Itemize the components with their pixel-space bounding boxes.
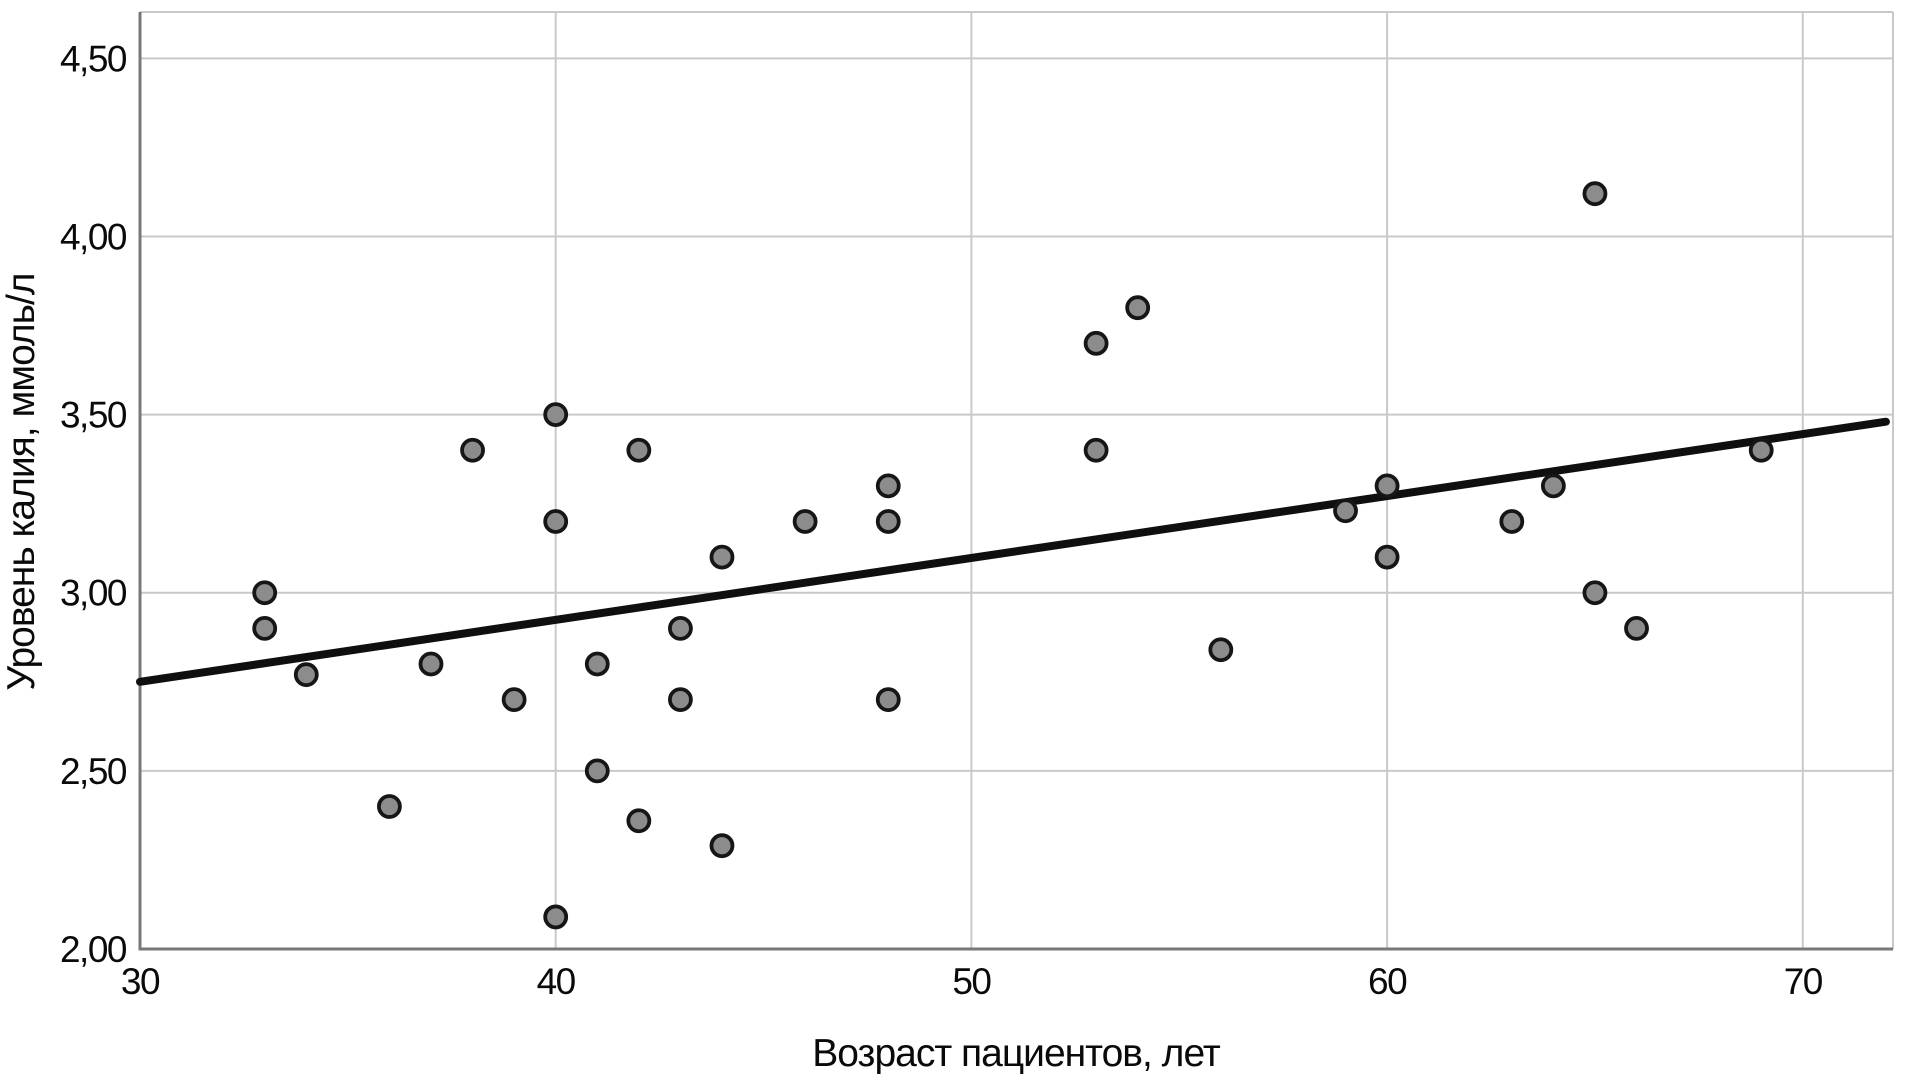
x-tick-label: 40 — [537, 961, 576, 1002]
x-tick-label: 50 — [952, 961, 991, 1002]
x-tick-label: 70 — [1784, 961, 1823, 1002]
data-point — [584, 758, 610, 784]
data-point — [1748, 437, 1774, 463]
data-point — [1624, 615, 1649, 641]
y-tick-label: 4,00 — [60, 216, 127, 257]
data-point — [709, 544, 735, 570]
data-point — [543, 904, 569, 930]
data-point — [1540, 473, 1566, 499]
data-point — [584, 651, 610, 677]
x-axis-tick-labels: 30 40 50 60 70 — [121, 961, 1824, 1002]
data-point — [501, 687, 527, 713]
data-point — [1499, 509, 1525, 534]
data-point — [1125, 295, 1151, 321]
data-point — [626, 808, 652, 834]
data-point — [1333, 498, 1358, 524]
x-axis-title: Возраст пациентов, лет — [812, 1032, 1221, 1075]
data-point — [460, 437, 485, 463]
data-point — [1582, 181, 1608, 207]
y-tick-label: 3,50 — [60, 395, 127, 436]
data-point — [709, 833, 735, 859]
x-tick-label: 30 — [121, 961, 160, 1002]
data-point — [875, 473, 901, 499]
data-point — [1374, 544, 1400, 570]
data-point — [1374, 473, 1400, 499]
data-point — [377, 794, 402, 819]
data-point — [418, 651, 444, 677]
y-tick-label: 2,00 — [60, 929, 127, 970]
y-tick-label: 2,50 — [60, 751, 127, 792]
data-point — [875, 509, 901, 534]
data-point — [875, 687, 901, 713]
data-point — [293, 662, 319, 688]
data-point — [1083, 330, 1109, 356]
data-point — [1582, 580, 1608, 606]
data-point — [626, 437, 652, 463]
y-axis-tick-labels: 2,00 2,50 3,00 3,50 4,00 4,50 — [60, 38, 128, 970]
y-axis-title: Уровень калия, ммоль/л — [0, 273, 43, 690]
data-point — [668, 687, 693, 713]
axes — [138, 12, 1893, 951]
data-point — [792, 509, 818, 534]
x-tick-label: 60 — [1368, 961, 1407, 1002]
regression-trend-line — [136, 417, 1890, 686]
y-tick-label: 4,50 — [60, 38, 127, 79]
data-point — [252, 580, 278, 606]
data-point — [252, 615, 278, 641]
gridlines — [140, 11, 1894, 949]
scatter-points — [252, 181, 1774, 930]
data-point — [543, 402, 569, 427]
data-point — [668, 615, 693, 641]
y-tick-label: 3,00 — [60, 573, 127, 614]
data-point — [1208, 637, 1234, 663]
data-point — [543, 509, 569, 534]
data-point — [1083, 437, 1109, 463]
